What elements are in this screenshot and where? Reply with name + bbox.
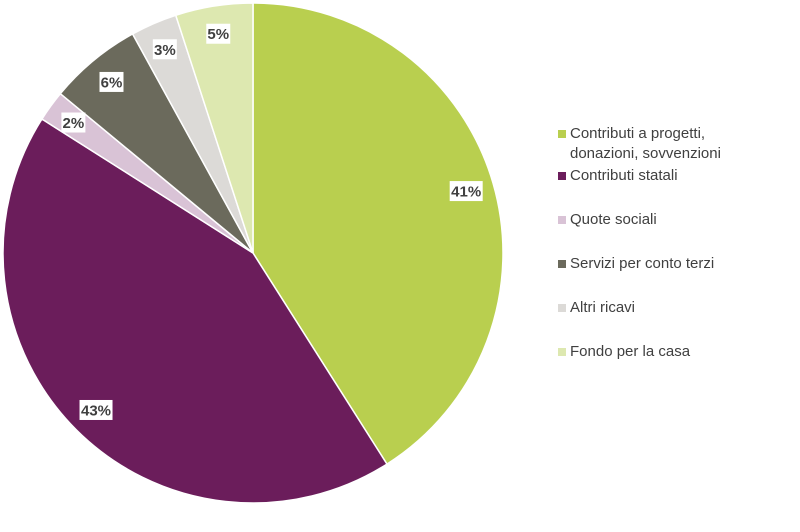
- data-label: 6%: [99, 71, 124, 92]
- legend-swatch: [558, 172, 566, 180]
- legend-swatch: [558, 130, 566, 138]
- legend-label: Quote sociali: [570, 211, 657, 228]
- legend-label: Servizi per conto terzi: [570, 255, 715, 272]
- legend-label: Contributi a progetti, donazioni, sovven…: [570, 125, 721, 162]
- data-label-box: [206, 23, 231, 44]
- data-label: 41%: [449, 181, 483, 202]
- data-label-text: 6%: [101, 74, 123, 91]
- legend-item: Quote sociali: [558, 210, 657, 230]
- data-label: 2%: [61, 112, 86, 133]
- legend-item: Contributi a progetti, donazioni, sovven…: [558, 124, 770, 164]
- data-label-text: 2%: [63, 115, 85, 132]
- data-label-box: [99, 71, 124, 92]
- pie-slice: [174, 2, 254, 254]
- data-label: 43%: [79, 399, 113, 420]
- data-label-text: 3%: [154, 42, 176, 59]
- legend-item: Fondo per la casa: [558, 342, 690, 362]
- data-label-text: 43%: [81, 402, 111, 419]
- legend-swatch: [558, 260, 566, 268]
- legend-label: Altri ricavi: [570, 299, 636, 316]
- data-label-box: [449, 181, 483, 202]
- data-label-text: 41%: [451, 184, 481, 201]
- data-label: 3%: [152, 39, 177, 60]
- legend-swatch: [558, 348, 566, 356]
- data-label-box: [61, 112, 86, 133]
- data-label-text: 5%: [207, 26, 229, 43]
- data-label-box: [79, 399, 113, 420]
- legend-item: Servizi per conto terzi: [558, 254, 714, 274]
- pie-chart: 41% 43% 2% 6% 3% 5%: [2, 2, 504, 504]
- legend-swatch: [558, 216, 566, 224]
- data-label: 5%: [206, 23, 231, 44]
- data-label-box: [152, 39, 177, 60]
- legend-swatch: [558, 304, 566, 312]
- pie-slice: [252, 2, 504, 466]
- legend-item: Altri ricavi: [558, 298, 635, 318]
- legend-item: Contributi statali: [558, 166, 678, 186]
- legend-label: Contributi statali: [570, 167, 678, 184]
- legend-label: Fondo per la casa: [570, 343, 691, 360]
